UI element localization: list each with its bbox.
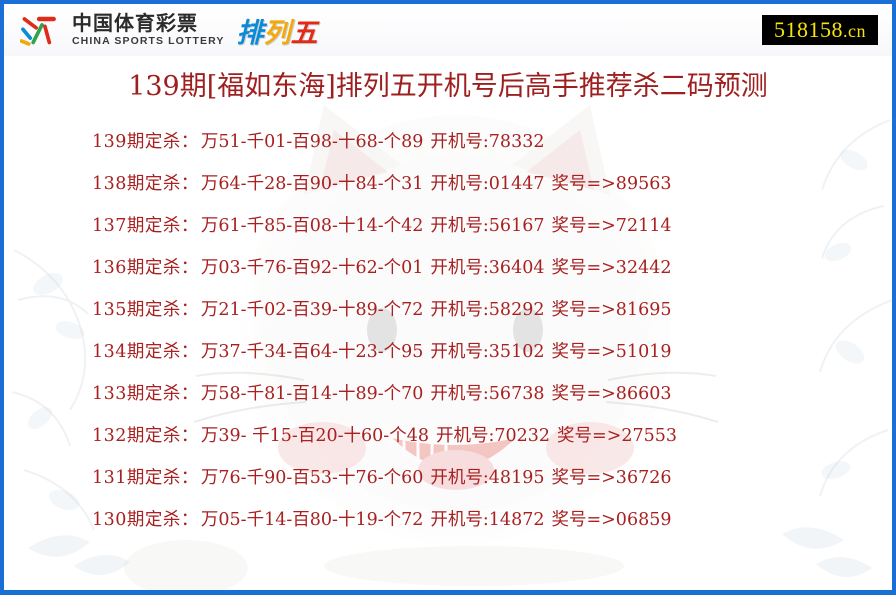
kill-numbers: 万76-千90-百53-十76-个60 [200, 468, 424, 488]
prize-number: 奖号=>81695 [551, 300, 672, 320]
list-item: 135期定杀： 万21-千02-百39-十89-个72 开机号:58292 奖号=>8… [92, 289, 892, 331]
kill-numbers: 万64-千28-百90-十84-个31 [200, 174, 424, 194]
prize-number: 奖号=>36726 [551, 468, 672, 488]
issue-label: 137期定杀： [92, 216, 199, 236]
brand-text: 中国体育彩票 CHINA SPORTS LOTTERY [72, 13, 224, 47]
game-logo-char-3: 五 [290, 17, 318, 49]
list-item: 138期定杀： 万64-千28-百90-十84-个31 开机号:01447 奖号=>8… [92, 163, 892, 205]
kill-numbers: 万39- 千15-百20-十60-个48 [200, 426, 429, 446]
list-item: 131期定杀： 万76-千90-百53-十76-个60 开机号:48195 奖号=>3… [92, 457, 892, 499]
kill-numbers: 万51-千01-百98-十68-个89 [200, 132, 424, 152]
issue-label: 135期定杀： [92, 300, 199, 320]
issue-label: 131期定杀： [92, 468, 199, 488]
issue-label: 139期定杀： [92, 132, 199, 152]
prediction-list: 139期定杀： 万51-千01-百98-十68-个89 开机号:78332 138期… [4, 121, 892, 541]
machine-number: 开机号:35102 [430, 342, 545, 362]
list-item: 137期定杀： 万61-千85-百08-十14-个42 开机号:56167 奖号=>7… [92, 205, 892, 247]
list-item: 136期定杀： 万03-千76-百92-十62-个01 开机号:36404 奖号=>3… [92, 247, 892, 289]
machine-number: 开机号:14872 [430, 510, 545, 530]
machine-number: 开机号:01447 [430, 174, 545, 194]
issue-label: 130期定杀： [92, 510, 199, 530]
machine-number: 开机号:56167 [430, 216, 545, 236]
machine-number: 开机号:48195 [430, 468, 545, 488]
issue-label: 134期定杀： [92, 342, 199, 362]
brand-name-cn: 中国体育彩票 [72, 11, 198, 36]
issue-label: 132期定杀： [92, 426, 199, 446]
kill-numbers: 万03-千76-百92-十62-个01 [200, 258, 424, 278]
prize-number: 奖号=>27553 [557, 426, 678, 446]
machine-number: 开机号:70232 [435, 426, 551, 446]
prize-number: 奖号=>32442 [551, 258, 672, 278]
site-domain-tld: .cn [843, 20, 866, 41]
prize-number: 奖号=>51019 [551, 342, 672, 362]
issue-label: 133期定杀： [92, 384, 199, 404]
pailie-wu-game-logo: 排列五 [236, 11, 317, 50]
game-logo-char-2: 列 [263, 17, 291, 49]
game-logo-char-1: 排 [236, 17, 264, 49]
site-header: 中国体育彩票 CHINA SPORTS LOTTERY 排列五 518158.c… [4, 0, 892, 56]
page-title: 139期[福如东海]排列五开机号后高手推荐杀二码预测 [128, 71, 768, 102]
china-sports-lottery-logo-icon [20, 16, 56, 46]
kill-numbers: 万05-千14-百80-十19-个72 [200, 510, 424, 530]
site-domain-name: 518158 [774, 16, 843, 42]
brand-name-en: CHINA SPORTS LOTTERY [72, 35, 225, 48]
list-item: 130期定杀： 万05-千14-百80-十19-个72 开机号:14872 奖号=>0… [92, 499, 892, 541]
kill-numbers: 万21-千02-百39-十89-个72 [200, 300, 424, 320]
kill-numbers: 万37-千34-百64-十23-个95 [200, 342, 424, 362]
machine-number: 开机号:78332 [430, 132, 545, 152]
machine-number: 开机号:58292 [430, 300, 545, 320]
machine-number: 开机号:36404 [430, 258, 545, 278]
prize-number: 奖号=>89563 [551, 174, 672, 194]
issue-label: 136期定杀： [92, 258, 199, 278]
list-item: 139期定杀： 万51-千01-百98-十68-个89 开机号:78332 [92, 121, 892, 163]
brand-lockup: 中国体育彩票 CHINA SPORTS LOTTERY 排列五 [20, 11, 317, 50]
site-domain-badge: 518158.cn [762, 14, 878, 46]
list-item: 133期定杀： 万58-千81-百14-十89-个70 开机号:56738 奖号=>8… [92, 373, 892, 415]
prize-number: 奖号=>72114 [551, 216, 672, 236]
prize-number: 奖号=>86603 [551, 384, 672, 404]
prize-number: 奖号=>06859 [551, 510, 672, 530]
issue-label: 138期定杀： [92, 174, 199, 194]
list-item: 134期定杀： 万37-千34-百64-十23-个95 开机号:35102 奖号=>5… [92, 331, 892, 373]
list-item: 132期定杀： 万39- 千15-百20-十60-个48 开机号:70232 奖号=>… [92, 415, 892, 457]
machine-number: 开机号:56738 [430, 384, 545, 404]
kill-numbers: 万58-千81-百14-十89-个70 [200, 384, 424, 404]
kill-numbers: 万61-千85-百08-十14-个42 [200, 216, 424, 236]
